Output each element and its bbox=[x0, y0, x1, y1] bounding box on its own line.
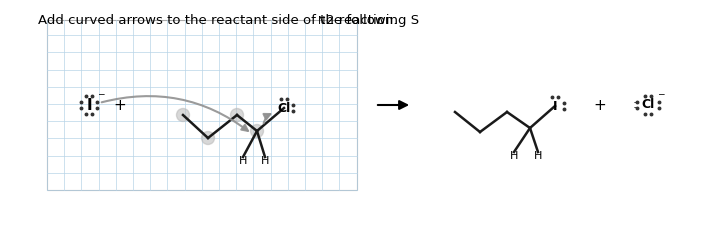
Text: H: H bbox=[261, 156, 269, 166]
Circle shape bbox=[250, 124, 264, 138]
FancyArrowPatch shape bbox=[102, 96, 248, 131]
Text: :: : bbox=[632, 98, 636, 110]
Text: Add curved arrows to the reactant side of the following S: Add curved arrows to the reactant side o… bbox=[38, 14, 419, 27]
Circle shape bbox=[230, 109, 243, 121]
Text: +: + bbox=[114, 98, 127, 112]
Text: I: I bbox=[552, 100, 557, 112]
Text: Cl: Cl bbox=[277, 102, 291, 114]
Circle shape bbox=[176, 109, 190, 121]
FancyArrowPatch shape bbox=[264, 114, 270, 123]
Circle shape bbox=[201, 132, 215, 144]
Bar bbox=[47, 20, 357, 190]
Text: −: − bbox=[657, 89, 665, 98]
Text: +: + bbox=[594, 98, 606, 112]
Text: H: H bbox=[510, 151, 518, 161]
Text: −: − bbox=[97, 89, 105, 98]
Text: H: H bbox=[239, 156, 247, 166]
Text: N: N bbox=[318, 16, 326, 26]
Text: H: H bbox=[534, 151, 542, 161]
Text: Cl: Cl bbox=[641, 99, 655, 111]
Text: 2 reaction.: 2 reaction. bbox=[326, 14, 397, 27]
Text: I: I bbox=[86, 98, 92, 112]
